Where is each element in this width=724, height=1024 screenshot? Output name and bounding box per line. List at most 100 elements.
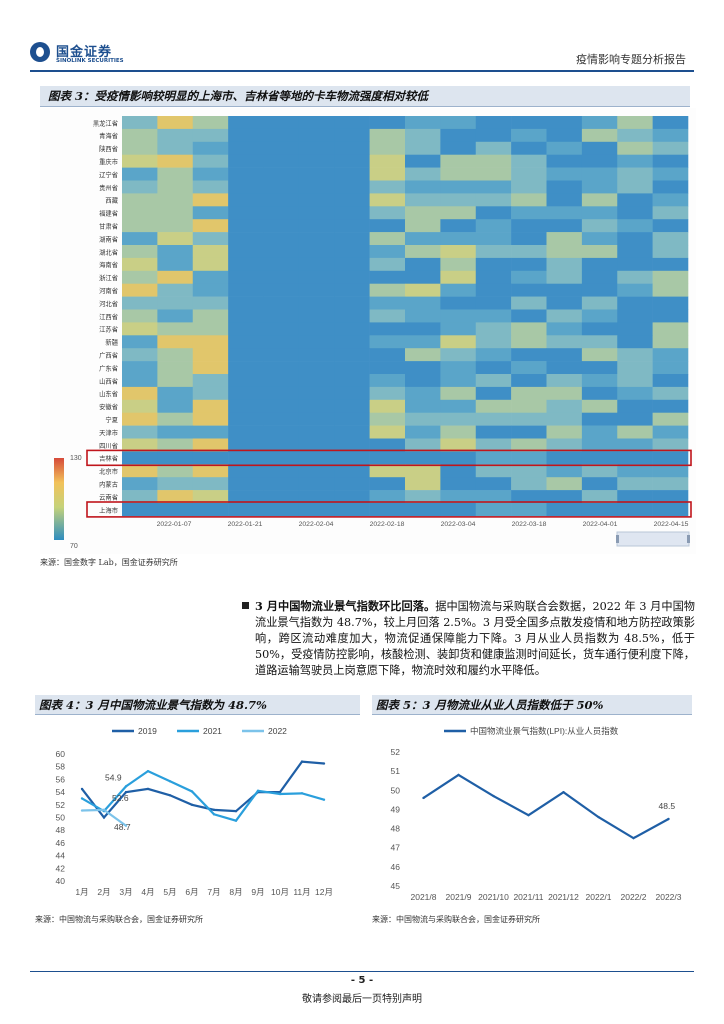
series-line xyxy=(81,769,325,822)
heatmap-cell xyxy=(581,464,618,478)
heatmap-cell xyxy=(617,206,653,220)
x-tick-label: 2022/3 xyxy=(656,892,682,902)
heatmap-cell xyxy=(405,219,441,233)
data-label: 48.7 xyxy=(114,822,131,832)
heatmap-cell xyxy=(369,451,406,465)
x-tick-label: 2月 xyxy=(97,887,110,897)
heatmap-cell xyxy=(511,374,547,388)
heatmap-cell xyxy=(157,348,194,362)
heatmap-cell xyxy=(405,257,441,272)
heatmap-cell xyxy=(334,374,370,388)
time-range-slider[interactable] xyxy=(616,531,690,547)
heatmap-cell xyxy=(298,490,335,504)
heatmap-cell xyxy=(157,193,194,207)
y-tick-label: 52 xyxy=(56,800,66,810)
heatmap-cell xyxy=(405,270,441,284)
heatmap-cell xyxy=(122,490,158,504)
heatmap-cell xyxy=(228,283,264,297)
heatmap-cell xyxy=(652,180,689,194)
heatmap-cell xyxy=(263,361,300,375)
heatmap-cell xyxy=(546,438,583,452)
heatmap-cell xyxy=(546,477,583,491)
series-line xyxy=(422,773,670,840)
heatmap-cell xyxy=(192,374,229,388)
heatmap-cell xyxy=(581,374,618,388)
heatmap-cell xyxy=(263,283,300,297)
heatmap-cell xyxy=(405,490,441,504)
figure5-source: 来源：中国物流与采购联合会，国金证券研究所 xyxy=(372,915,540,924)
heatmap-cell xyxy=(228,193,264,207)
heatmap-cell xyxy=(511,309,547,323)
y-tick-label: 48 xyxy=(56,825,66,835)
heatmap-cell xyxy=(405,425,441,439)
heatmap-cell xyxy=(546,490,583,504)
heatmap-cell xyxy=(652,167,689,181)
heatmap-cell xyxy=(122,116,158,130)
logo-text-en: SINOLINK SECURITIES xyxy=(56,58,124,64)
paragraph-body: 据中国物流与采购联合会数据，2022 年 3 月中国物流业景气指数为 48.7%… xyxy=(255,600,695,677)
heatmap-cell xyxy=(263,322,300,336)
heatmap-cell xyxy=(511,296,547,310)
heatmap-cell xyxy=(334,180,370,194)
slider-handle-right[interactable] xyxy=(687,535,690,543)
heatmap-cell xyxy=(263,451,300,465)
heatmap-cell xyxy=(475,154,512,168)
heatmap-cell xyxy=(192,399,229,413)
heatmap-cell xyxy=(652,296,689,310)
heatmap-cell xyxy=(475,399,512,413)
heatmap-cell xyxy=(298,477,335,491)
heatmap-cell xyxy=(228,232,264,246)
heatmap-cell xyxy=(511,490,547,504)
heatmap-cell xyxy=(652,257,689,272)
heatmap-cell xyxy=(369,141,406,155)
heatmap-cell xyxy=(546,361,583,375)
data-point xyxy=(422,796,425,800)
heatmap-cell xyxy=(511,193,547,207)
heatmap-cell xyxy=(298,116,335,130)
slider-handle-left[interactable] xyxy=(616,535,619,543)
heatmap-cell xyxy=(157,490,194,504)
heatmap-cell xyxy=(511,116,547,130)
heatmap-cell xyxy=(122,335,158,349)
heatmap-cell xyxy=(369,503,406,517)
heatmap-cell xyxy=(298,464,335,478)
heatmap-cell xyxy=(122,386,158,401)
heatmap-cell xyxy=(440,503,477,517)
heatmap-cell xyxy=(228,399,264,413)
heatmap-cell xyxy=(475,296,512,310)
province-label: 北京市 xyxy=(99,467,118,476)
province-label: 安徽省 xyxy=(99,402,118,411)
heatmap-cell xyxy=(546,425,583,439)
heatmap-cell xyxy=(228,180,264,194)
heatmap-cell xyxy=(228,296,264,310)
province-label: 山东省 xyxy=(99,389,118,398)
heatmap-cell xyxy=(298,245,335,259)
x-tick-label: 2021/11 xyxy=(513,892,543,902)
heatmap-cell xyxy=(440,451,477,465)
heatmap-cell xyxy=(369,116,406,130)
heatmap-cell xyxy=(581,490,618,504)
heatmap-cell xyxy=(122,348,158,362)
heatmap-cell xyxy=(369,232,406,246)
heatmap-cell xyxy=(192,386,229,401)
heatmap-cell xyxy=(546,128,583,143)
heatmap-cell xyxy=(405,116,441,130)
heatmap-cell xyxy=(263,464,300,478)
legend-label: 2022 xyxy=(268,726,287,736)
heatmap-cell xyxy=(122,464,158,478)
heatmap-cell xyxy=(334,257,370,272)
heatmap-cell xyxy=(369,193,406,207)
heatmap-cell xyxy=(475,232,512,246)
data-point xyxy=(300,792,304,795)
heatmap-cell xyxy=(511,128,547,143)
heatmap-cell xyxy=(652,245,689,259)
heatmap-cell xyxy=(298,206,335,220)
heatmap-cell xyxy=(157,309,194,323)
heatmap-cell xyxy=(511,386,547,401)
province-label: 浙江省 xyxy=(99,273,118,282)
y-tick-label: 44 xyxy=(56,851,66,861)
heatmap-cell xyxy=(334,309,370,323)
heatmap-cell xyxy=(440,257,477,272)
heatmap-cell xyxy=(440,283,477,297)
heatmap-cell xyxy=(298,425,335,439)
